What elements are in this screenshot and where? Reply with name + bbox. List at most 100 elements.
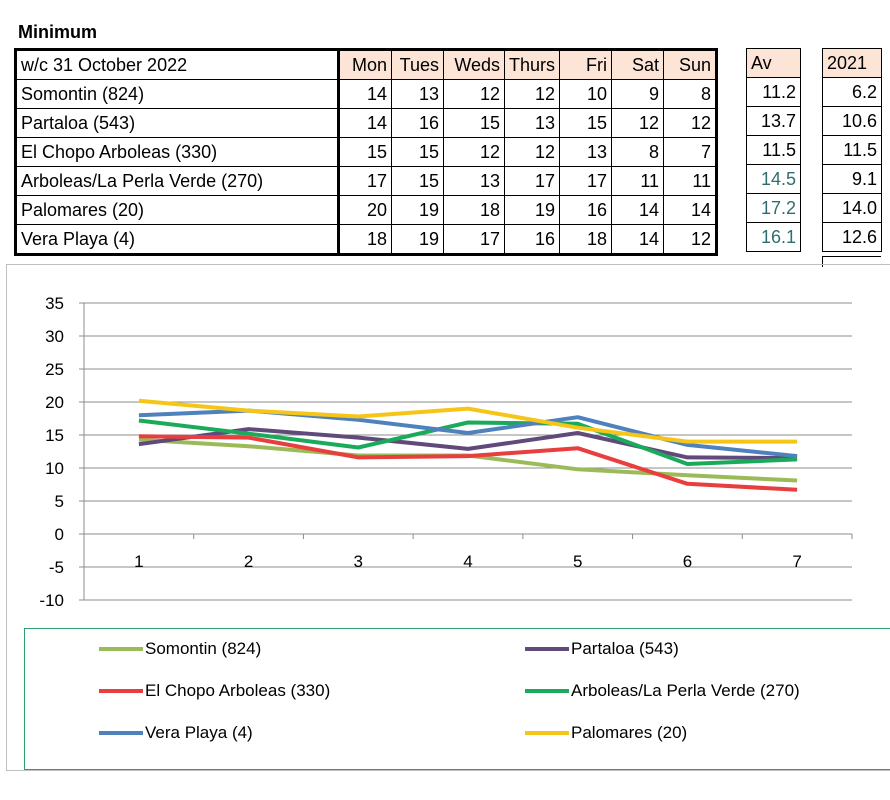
legend-swatch	[99, 689, 143, 693]
y-tick-label: -10	[39, 591, 64, 610]
temp-cell: 14	[611, 224, 665, 256]
temp-cell: 17	[559, 166, 613, 196]
y-tick-label: 20	[45, 393, 64, 412]
y-tick-label: 25	[45, 360, 64, 379]
prev-year-row: 11.5	[822, 135, 882, 165]
station-name: El Chopo Arboleas (330)	[14, 137, 340, 167]
av-row: 17.2	[746, 193, 801, 223]
temp-cell: 14	[611, 195, 665, 225]
temp-cell: 15	[443, 108, 505, 138]
temp-cell: 13	[503, 108, 561, 138]
prev-year-row: 10.6	[822, 106, 882, 136]
temp-cell: 18	[338, 224, 392, 256]
day-header: Thurs	[503, 48, 561, 80]
prev-year-cell: 11.5	[822, 135, 882, 165]
temp-cell: 15	[391, 166, 444, 196]
legend-swatch	[525, 689, 569, 693]
chart-frame	[6, 264, 890, 771]
legend-item: Vera Playa (4)	[99, 723, 253, 743]
legend-item: Somontin (824)	[99, 639, 261, 659]
temp-cell: 12	[663, 224, 719, 256]
y-tick-label: -5	[49, 558, 64, 577]
temp-cell: 18	[559, 224, 613, 256]
series-line-5	[138, 398, 798, 444]
x-tick-label: 1	[134, 552, 143, 571]
day-header: Weds	[443, 48, 505, 80]
station-name: Palomares (20)	[14, 195, 340, 225]
legend-swatch	[99, 647, 143, 651]
series-line-1	[138, 427, 798, 461]
legend-item: Palomares (20)	[525, 723, 687, 743]
temp-cell: 15	[338, 137, 392, 167]
table-row: Partaloa (543) 14 16 15 13 15 12 12	[14, 108, 719, 138]
prev-year-cell: 14.0	[822, 193, 882, 223]
day-header: Sun	[663, 48, 719, 80]
table-row: Somontin (824) 14 13 12 12 10 9 8	[14, 79, 719, 109]
av-cell: 14.5	[746, 164, 801, 194]
legend-label: Somontin (824)	[145, 639, 262, 658]
legend-item: Arboleas/La Perla Verde (270)	[525, 681, 800, 701]
legend-swatch	[525, 731, 569, 735]
table-row: Arboleas/La Perla Verde (270) 17 15 13 17 17 1…	[14, 166, 719, 196]
legend-swatch	[525, 647, 569, 651]
av-cell: 17.2	[746, 193, 801, 223]
temp-cell: 8	[663, 79, 719, 109]
prev-year-row: 12.6	[822, 222, 882, 252]
series-line-2	[138, 434, 798, 492]
station-name: Partaloa (543)	[14, 108, 340, 138]
chart-legend: Somontin (824) Partaloa (543) El Chopo Arb…	[24, 628, 890, 770]
temp-cell: 13	[443, 166, 505, 196]
y-tick-label: 35	[45, 294, 64, 313]
temp-cell: 12	[443, 79, 505, 109]
legend-label: Vera Playa (4)	[145, 723, 253, 742]
prev-year-cell: 6.2	[822, 77, 882, 107]
temp-cell: 17	[443, 224, 505, 256]
av-row: 13.7	[746, 106, 801, 136]
y-tick-label: 30	[45, 327, 64, 346]
temp-cell: 20	[338, 195, 392, 225]
prev-year-row: 9.1	[822, 164, 882, 194]
y-tick-label: 0	[55, 525, 64, 544]
page-title: Minimum	[18, 22, 97, 42]
av-cell: 11.2	[746, 77, 801, 107]
legend-label: Palomares (20)	[571, 723, 688, 742]
day-header: Tues	[391, 48, 444, 80]
temp-cell: 15	[559, 108, 613, 138]
temp-cell: 7	[663, 137, 719, 167]
x-tick-label: 4	[463, 552, 472, 571]
legend-item: El Chopo Arboleas (330)	[99, 681, 330, 701]
prev-year-cell: 10.6	[822, 106, 882, 136]
av-row: 11.5	[746, 135, 801, 165]
legend-item: Partaloa (543)	[525, 639, 679, 659]
x-tick-label: 7	[792, 552, 801, 571]
line-chart: 35 30 25 20 15 10 5 0 -5 -10 1 2 3 4 5 6 7	[39, 294, 853, 610]
temp-cell: 17	[338, 166, 392, 196]
av-row: 14.5	[746, 164, 801, 194]
station-name: Vera Playa (4)	[14, 224, 340, 256]
temp-cell: 12	[503, 137, 561, 167]
temp-cell: 16	[391, 108, 444, 138]
day-header: Mon	[338, 48, 392, 80]
temp-cell: 14	[338, 79, 392, 109]
week-label: w/c 31 October 2022	[14, 48, 340, 80]
legend-label: Arboleas/La Perla Verde (270)	[571, 681, 800, 700]
temp-cell: 14	[338, 108, 392, 138]
prev-year-row: 6.2	[822, 77, 882, 107]
x-tick-label: 3	[354, 552, 363, 571]
x-tick-label: 6	[683, 552, 692, 571]
y-tick-label: 10	[45, 459, 64, 478]
temp-cell: 19	[391, 224, 444, 256]
station-name: Somontin (824)	[14, 79, 340, 109]
av-cell: 11.5	[746, 135, 801, 165]
temp-cell: 16	[559, 195, 613, 225]
prev-year-header: 2021	[822, 48, 882, 78]
average-table: Av 11.2 13.7 11.5 14.5 17.2 16.1	[746, 48, 801, 252]
prev-year-header-row: 2021	[822, 48, 882, 78]
temp-cell: 19	[503, 195, 561, 225]
day-header: Sat	[611, 48, 665, 80]
av-header-row: Av	[746, 48, 801, 78]
temp-cell: 12	[663, 108, 719, 138]
legend-label: Partaloa (543)	[571, 639, 679, 658]
temp-cell: 12	[611, 108, 665, 138]
prev-year-cell: 12.6	[822, 222, 882, 252]
